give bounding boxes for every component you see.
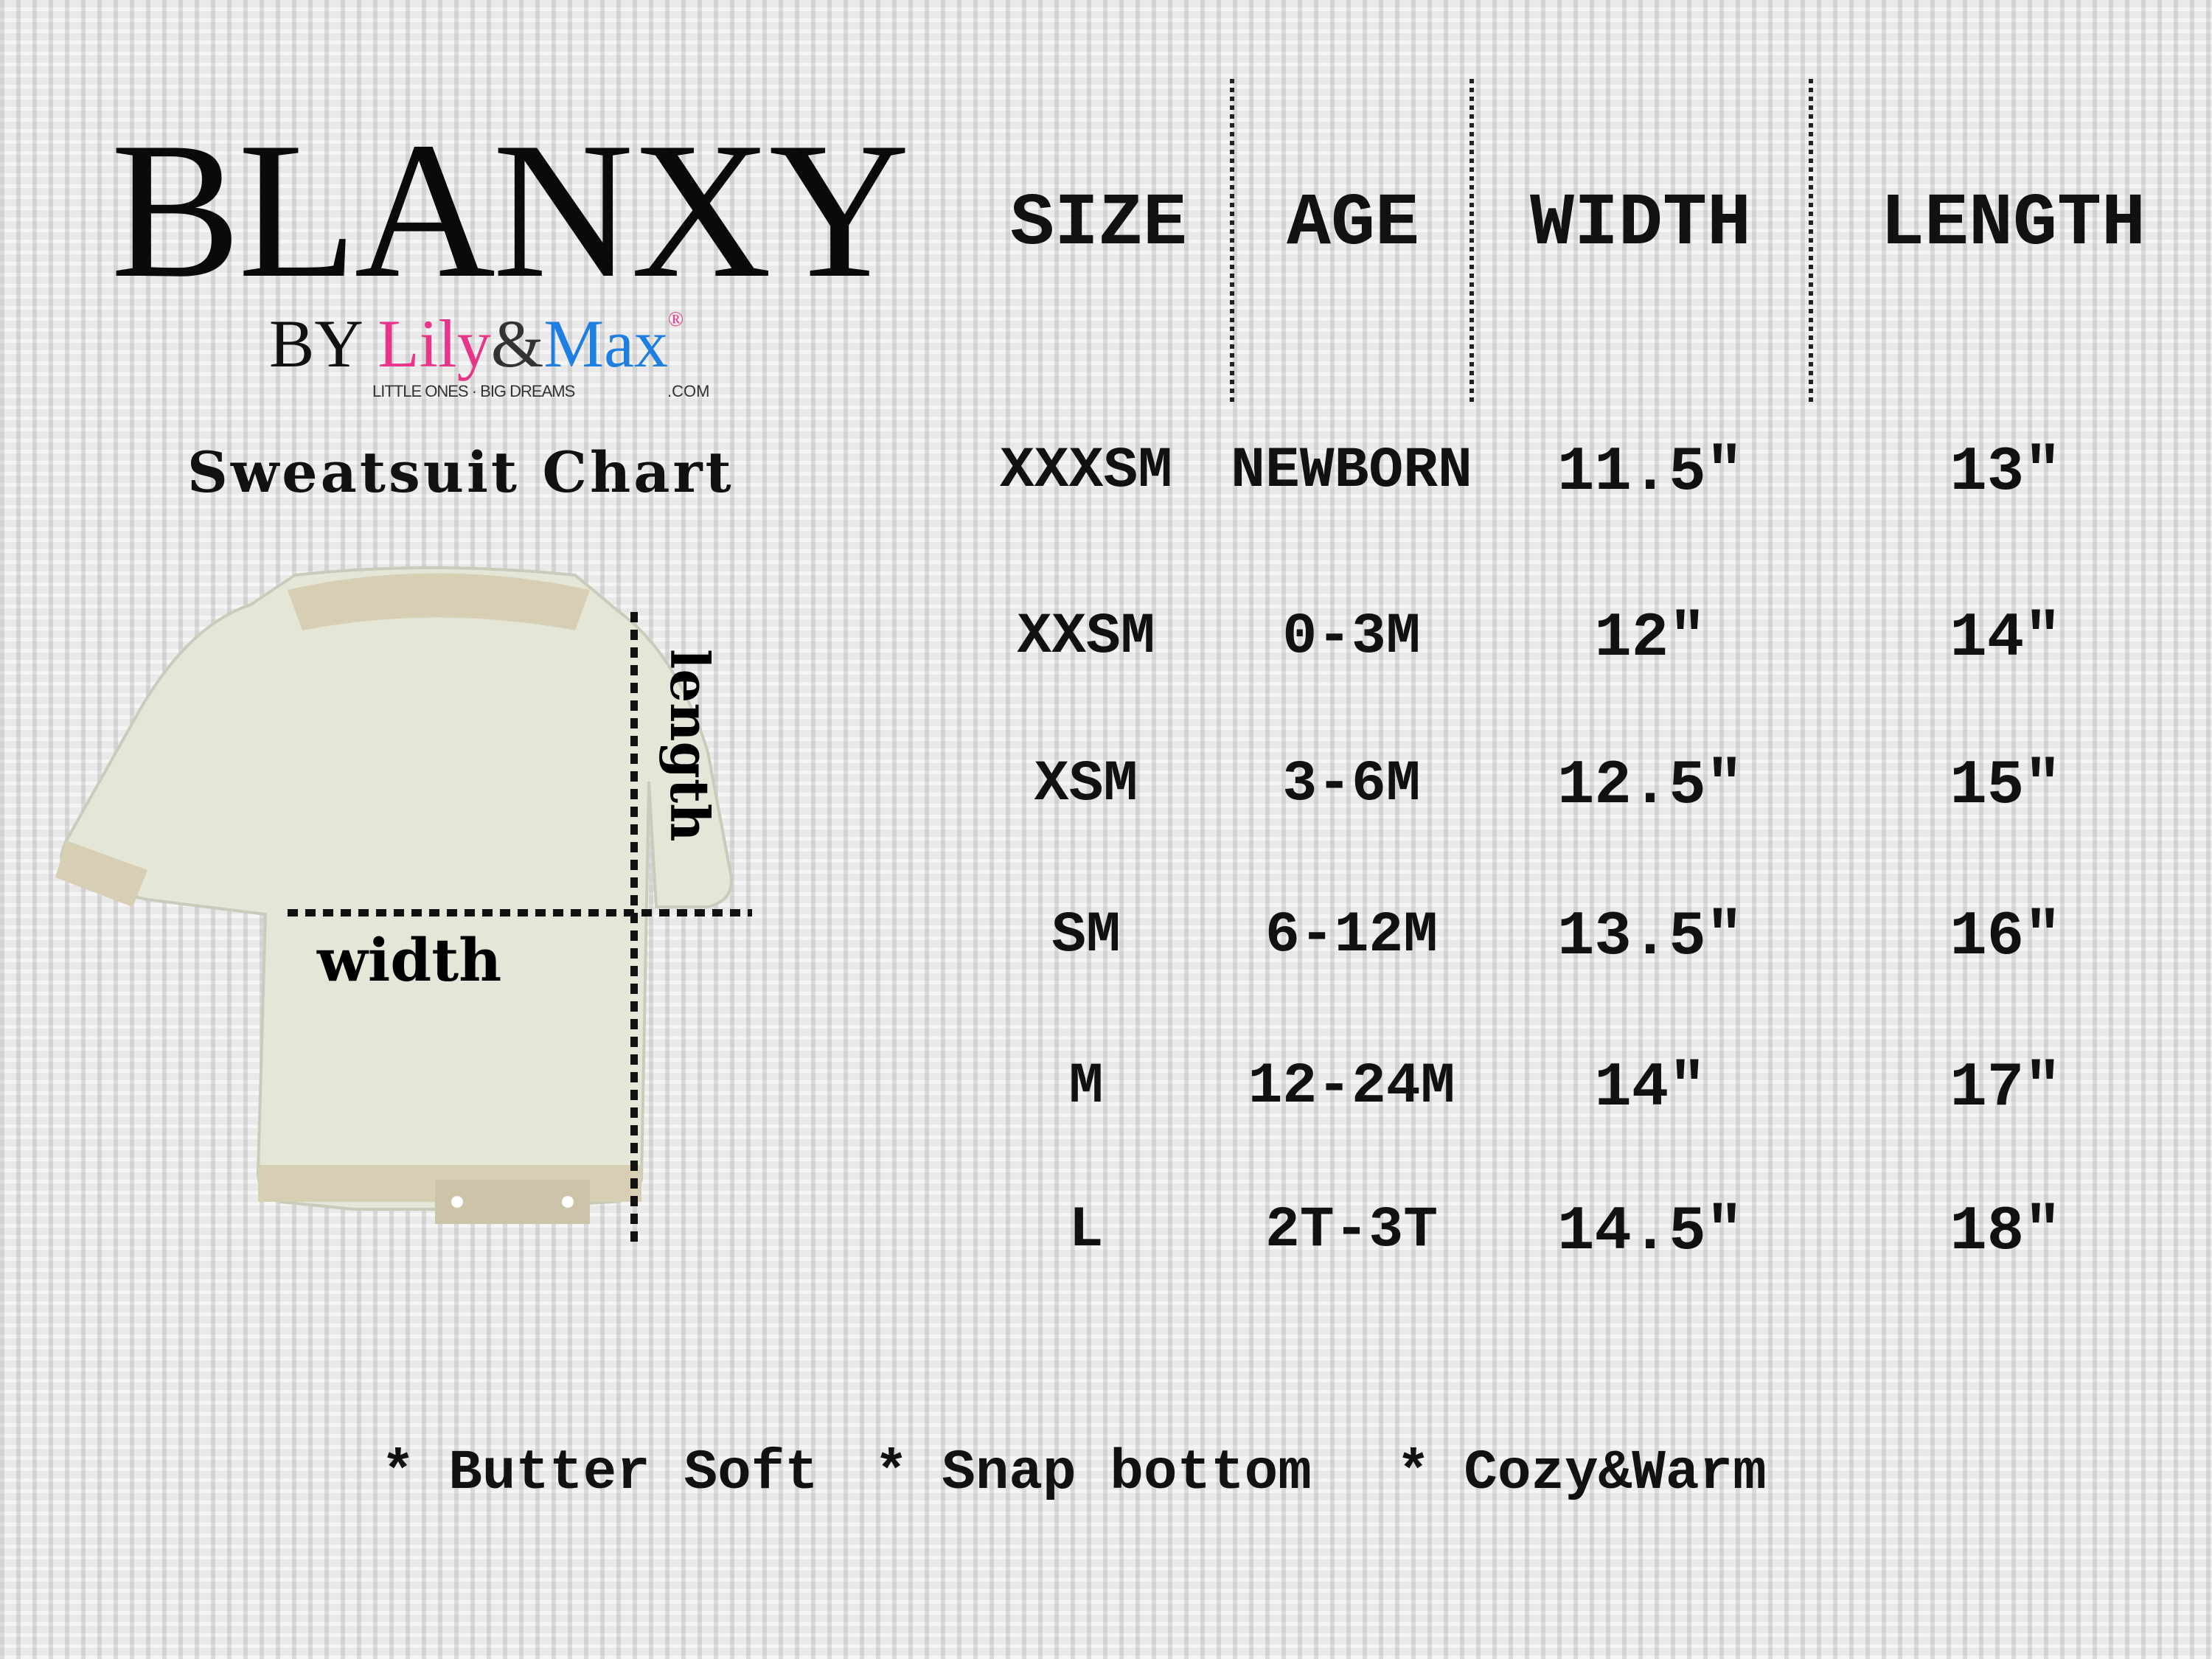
feature-list: * Butter Soft * Snap bottom * Cozy&Warm [0, 1445, 2212, 1519]
cuff-trim [55, 841, 147, 907]
cell-size: XSM [1034, 752, 1138, 817]
sweatshirt-romper-illustration: width length [55, 566, 752, 1246]
snap-icon [562, 1196, 574, 1208]
registered-mark: ® [667, 308, 684, 331]
header-width: WIDTH [1529, 183, 1752, 266]
header-size: SIZE [1009, 183, 1188, 266]
snap-icon [451, 1196, 463, 1208]
cell-length: 17" [1950, 1054, 2062, 1124]
cell-age: 6-12M [1265, 903, 1439, 968]
amp-text: & [490, 306, 544, 381]
cell-size: XXXSM [999, 439, 1173, 504]
cell-width: 12.5" [1557, 751, 1744, 821]
cell-length: 18" [1950, 1197, 2062, 1267]
cell-age: 12-24M [1248, 1054, 1455, 1119]
length-label: length [658, 649, 721, 841]
header-age: AGE [1286, 183, 1420, 266]
max-text: Max [543, 306, 668, 381]
brand-dotcom: .COM [667, 382, 710, 400]
cell-length: 15" [1950, 751, 2062, 821]
column-divider [1230, 77, 1234, 402]
lily-text: Lily [378, 306, 491, 381]
cell-age: 2T-3T [1265, 1198, 1439, 1263]
cell-size: M [1068, 1054, 1104, 1119]
cell-length: 16" [1950, 902, 2062, 973]
brand-tagline: LITTLE ONES · BIG DREAMS [372, 382, 575, 400]
cell-width: 12" [1594, 604, 1706, 674]
header-length: LENGTH [1879, 183, 2146, 266]
brand-logo: BLANXY [111, 102, 910, 319]
cell-size: L [1068, 1198, 1104, 1263]
cell-length: 13" [1950, 438, 2062, 508]
cell-size: SM [1051, 903, 1121, 968]
cell-size: XXSM [1017, 605, 1155, 669]
cell-age: 3-6M [1282, 752, 1421, 817]
feature-cozy-warm: * Cozy&Warm [1397, 1441, 1767, 1505]
cell-length: 14" [1950, 604, 2062, 674]
brand-sublogo: BY Lily&Max® [269, 310, 684, 378]
cell-age: NEWBORN [1231, 439, 1472, 504]
collar-trim [288, 573, 590, 630]
column-divider [1809, 77, 1813, 402]
cell-width: 11.5" [1557, 438, 1744, 508]
cell-width: 13.5" [1557, 902, 1744, 973]
feature-snap-bottom: * Snap bottom [874, 1441, 1312, 1505]
column-divider [1470, 77, 1474, 402]
width-label: width [316, 925, 501, 995]
by-text: BY [269, 306, 361, 381]
cell-width: 14" [1594, 1054, 1706, 1124]
cell-age: 0-3M [1282, 605, 1421, 669]
chart-title: Sweatsuit Chart [187, 439, 734, 505]
feature-butter-soft: * Butter Soft [381, 1441, 818, 1505]
cell-width: 14.5" [1557, 1197, 1744, 1267]
